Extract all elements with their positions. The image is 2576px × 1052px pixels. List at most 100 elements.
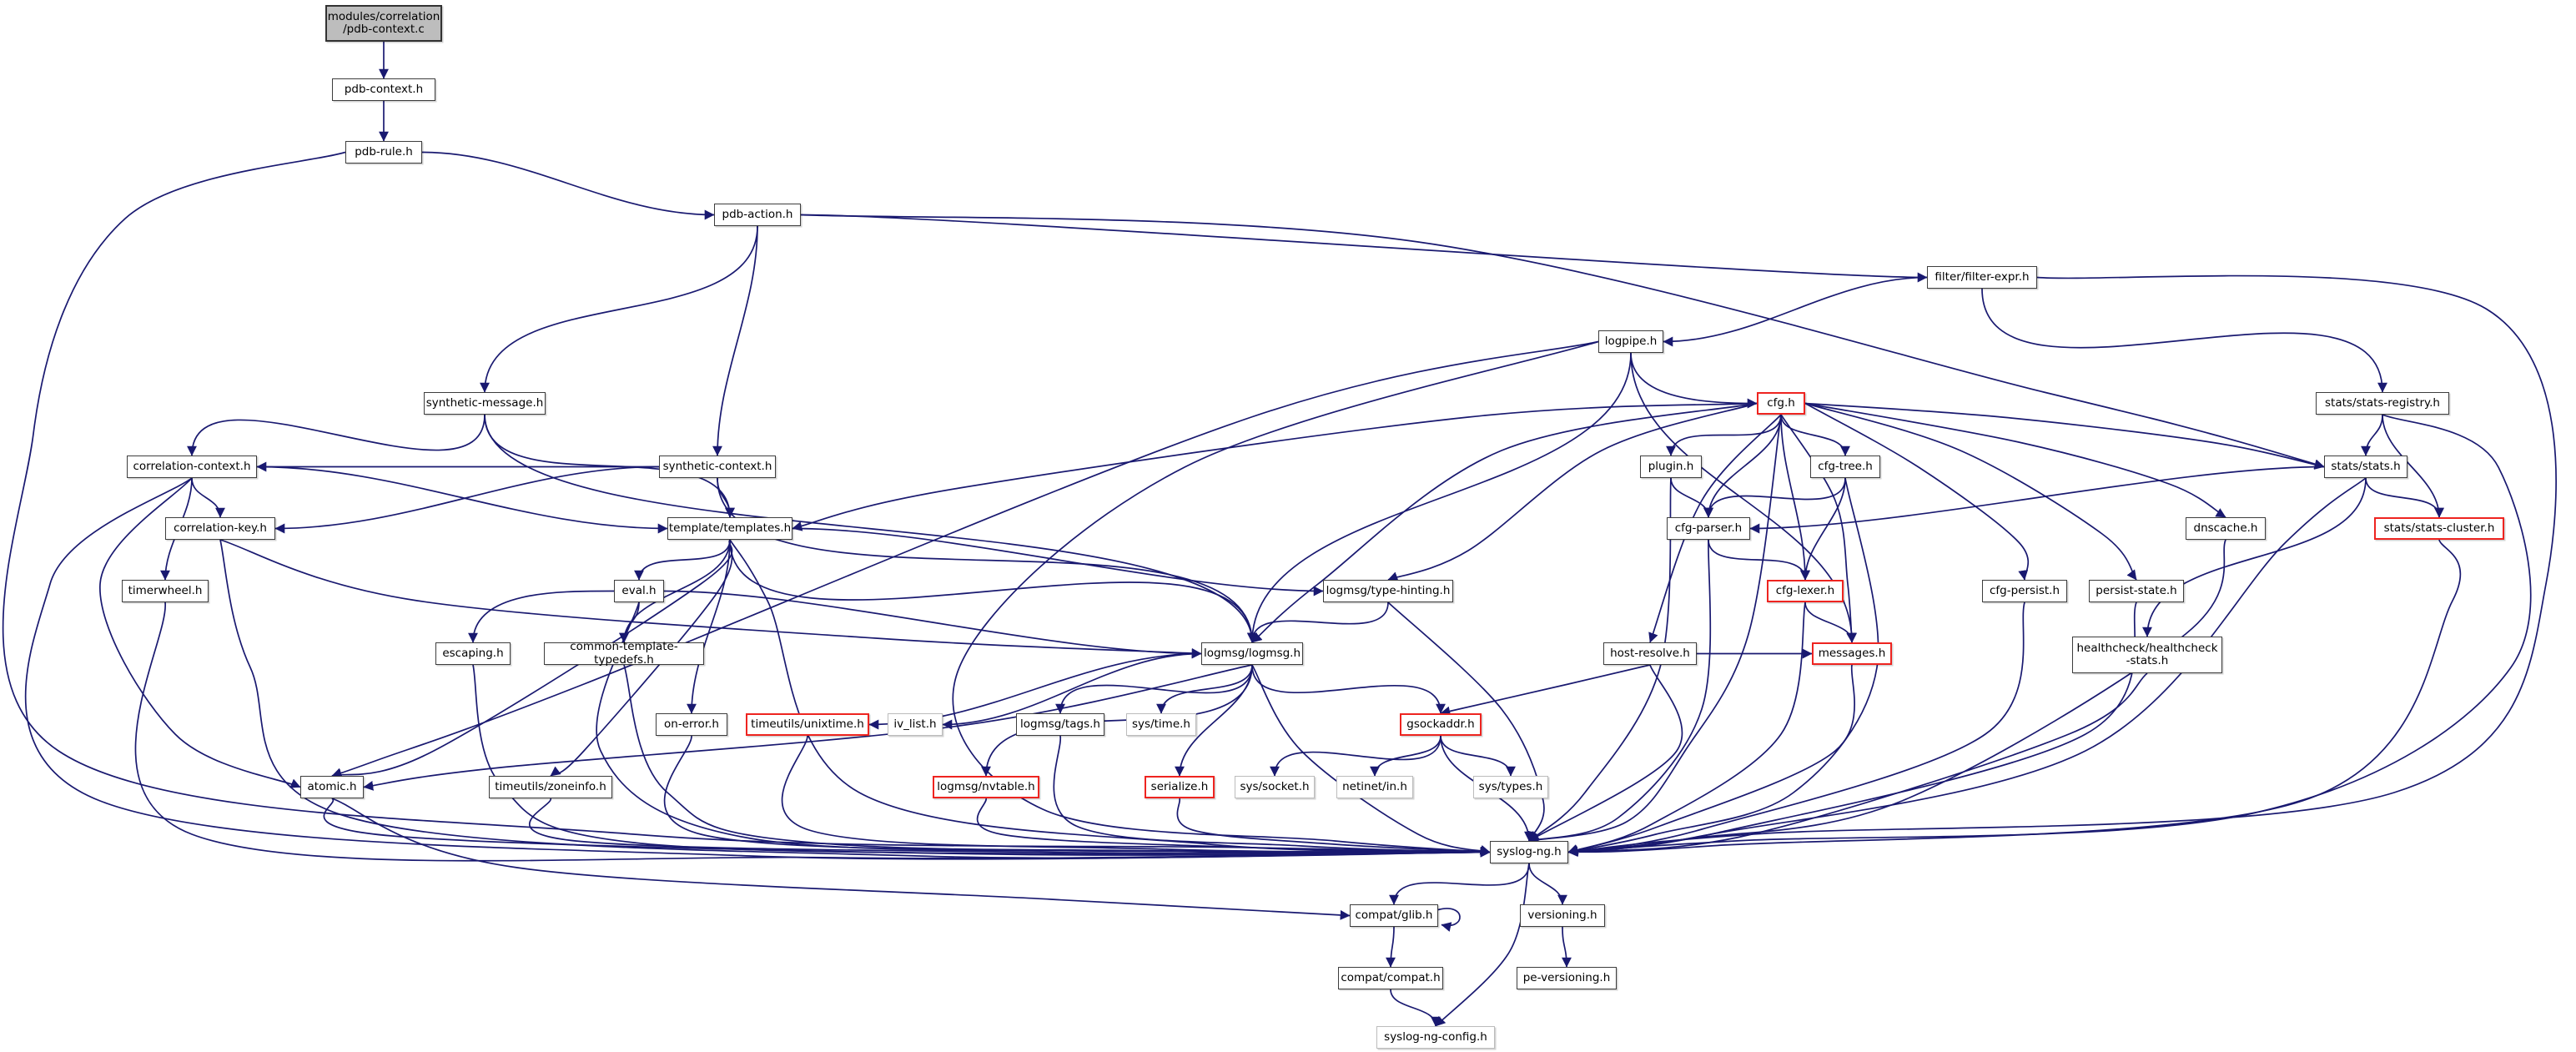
edge-eval-to-escaping [468, 590, 615, 643]
edge-logmsg-to-nvtable [981, 664, 1253, 777]
edge-stats-to-cfg-parser [1749, 466, 2325, 534]
graph-node-sng-config[interactable]: syslog-ng-config.h [1376, 1026, 1495, 1049]
graph-node-ivlist[interactable]: iv_list.h [888, 713, 943, 736]
graph-node-pe-versioning[interactable]: pe-versioning.h [1517, 967, 1617, 989]
edge-cfg-lexer-to-messages [1804, 602, 1857, 643]
graph-node-eval[interactable]: eval.h [614, 580, 664, 602]
node-label: gsockaddr.h [1406, 717, 1475, 731]
graph-node-unixtime[interactable]: timeutils/unixtime.h [746, 713, 869, 736]
graph-node-stats[interactable]: stats/stats.h [2324, 456, 2407, 478]
edge-logmsg-to-gsockaddr [1251, 664, 1446, 714]
graph-node-stats-registry[interactable]: stats/stats-registry.h [2316, 392, 2449, 415]
graph-node-pdb-action-h[interactable]: pdb-action.h [714, 204, 801, 226]
edge-serialize-to-syslog-ng [1176, 798, 1491, 857]
node-label: cfg-tree.h [1818, 459, 1873, 473]
graph-node-timerwheel[interactable]: timerwheel.h [122, 580, 209, 602]
node-label: on-error.h [664, 717, 719, 731]
edge-logpipe-to-cfg [1630, 352, 1758, 409]
node-label: timeutils/unixtime.h [751, 717, 864, 731]
edge-gsockaddr-to-systypes [1440, 735, 1516, 777]
edge-cfg-to-plugin [1666, 414, 1782, 456]
graph-node-persist-state[interactable]: persist-state.h [2089, 580, 2184, 602]
edge-pdb-rule-h-to-syslog-ng [2, 151, 1491, 858]
node-label: serialize.h [1150, 779, 1209, 793]
graph-node-on-error[interactable]: on-error.h [656, 713, 727, 736]
edge-cfg-tree-to-cfg-lexer [1800, 477, 1846, 581]
edge-logmsg-to-atomic [363, 664, 1253, 791]
node-label: syslog-ng.h [1497, 844, 1562, 858]
graph-node-cfg-lexer[interactable]: cfg-lexer.h [1767, 580, 1844, 602]
graph-node-corr-key[interactable]: correlation-key.h [165, 517, 275, 540]
graph-node-logmsg[interactable]: logmsg/logmsg.h [1201, 642, 1303, 665]
node-label: logmsg/type-hinting.h [1326, 583, 1451, 597]
node-label: timeutils/zoneinfo.h [495, 779, 606, 793]
edge-templates-to-eval [634, 539, 731, 581]
graph-node-type-hinting[interactable]: logmsg/type-hinting.h [1323, 580, 1453, 602]
edge-cfg-to-type-hinting [1387, 402, 1758, 581]
graph-node-escaping[interactable]: escaping.h [435, 642, 511, 665]
edge-cfg-tree-to-cfg-parser [1703, 477, 1846, 518]
edge-type-hinting-to-logmsg [1247, 602, 1389, 643]
graph-node-dnscache[interactable]: dnscache.h [2186, 517, 2266, 540]
graph-node-nvtable[interactable]: logmsg/nvtable.h [933, 776, 1039, 798]
graph-node-pdb-context-h[interactable]: pdb-context.h [332, 78, 435, 101]
node-label: sys/time.h [1132, 717, 1190, 731]
graph-node-cfg-tree[interactable]: cfg-tree.h [1810, 456, 1880, 478]
graph-node-logpipe[interactable]: logpipe.h [1598, 330, 1663, 353]
node-label: host-resolve.h [1610, 646, 1690, 660]
edge-templates-to-syslog-ng [729, 539, 1491, 858]
graph-node-plugin[interactable]: plugin.h [1640, 456, 1702, 478]
node-label: sys/types.h [1478, 779, 1543, 793]
graph-node-versioning[interactable]: versioning.h [1520, 904, 1605, 927]
edge-syn-msg-to-templates [484, 414, 735, 518]
node-label: compat/compat.h [1341, 970, 1441, 984]
graph-node-stats-cluster[interactable]: stats/stats-cluster.h [2374, 517, 2504, 540]
graph-node-tags[interactable]: logmsg/tags.h [1016, 713, 1104, 736]
graph-node-cfg-parser[interactable]: cfg-parser.h [1667, 517, 1750, 540]
graph-node-compat[interactable]: compat/compat.h [1338, 967, 1443, 989]
graph-node-ctt[interactable]: common-template-typedefs.h [544, 641, 704, 666]
graph-node-filter-expr[interactable]: filter/filter-expr.h [1927, 266, 2037, 289]
edge-cfg-to-persist-state [1804, 402, 2137, 581]
graph-node-cfg[interactable]: cfg.h [1757, 392, 1805, 415]
graph-node-serialize[interactable]: serialize.h [1145, 776, 1215, 798]
edge-logmsg-to-serialize [1175, 664, 1253, 777]
graph-node-atomic[interactable]: atomic.h [300, 776, 364, 798]
graph-node-messages[interactable]: messages.h [1812, 642, 1892, 665]
edge-logmsg-to-syslog-ng [1251, 664, 1491, 855]
graph-node-healthcheck[interactable]: healthcheck/healthcheck -stats.h [2072, 637, 2222, 673]
graph-node-templates[interactable]: template/templates.h [667, 517, 792, 540]
node-label: logmsg/tags.h [1020, 717, 1100, 731]
node-label: pdb-rule.h [355, 144, 413, 159]
graph-node-syssocket[interactable]: sys/socket.h [1235, 776, 1315, 798]
graph-node-corr-context[interactable]: correlation-context.h [127, 456, 257, 478]
graph-node-syslog-ng[interactable]: syslog-ng.h [1490, 841, 1568, 863]
graph-node-cfg-persist[interactable]: cfg-persist.h [1982, 580, 2067, 602]
node-label: template/templates.h [668, 521, 792, 535]
node-label: messages.h [1818, 646, 1886, 660]
graph-node-systypes[interactable]: sys/types.h [1473, 776, 1548, 798]
node-label: netinet/in.h [1342, 779, 1407, 793]
edge-filter-expr-to-syslog-ng [1567, 274, 2557, 857]
node-label: syslog-ng-config.h [1384, 1029, 1487, 1044]
graph-node-gsockaddr[interactable]: gsockaddr.h [1400, 713, 1482, 736]
edge-unixtime-to-syslog-ng [781, 735, 1491, 858]
node-label: correlation-context.h [133, 459, 251, 473]
edge-corr-context-to-corr-key [191, 477, 225, 518]
edge-pdb-action-h-to-stats [800, 214, 2325, 470]
node-label: dnscache.h [2193, 521, 2258, 535]
graph-node-pdb-rule-h[interactable]: pdb-rule.h [345, 141, 422, 164]
graph-node-zoneinfo[interactable]: timeutils/zoneinfo.h [489, 776, 612, 798]
graph-node-glib[interactable]: compat/glib.h [1350, 904, 1438, 927]
edge-cfg-to-cfg-persist [1804, 402, 2030, 581]
graph-node-host-resolve[interactable]: host-resolve.h [1603, 642, 1697, 665]
graph-node-netinet[interactable]: netinet/in.h [1336, 776, 1413, 798]
edge-filter-expr-to-stats-registry [1981, 288, 2387, 393]
graph-node-syn-msg[interactable]: synthetic-message.h [424, 392, 546, 415]
edge-cfg-to-host-resolve [1648, 414, 1782, 643]
graph-node-syn-context[interactable]: synthetic-context.h [659, 456, 776, 478]
node-label: atomic.h [307, 779, 357, 793]
graph-node-systime[interactable]: sys/time.h [1126, 713, 1196, 736]
